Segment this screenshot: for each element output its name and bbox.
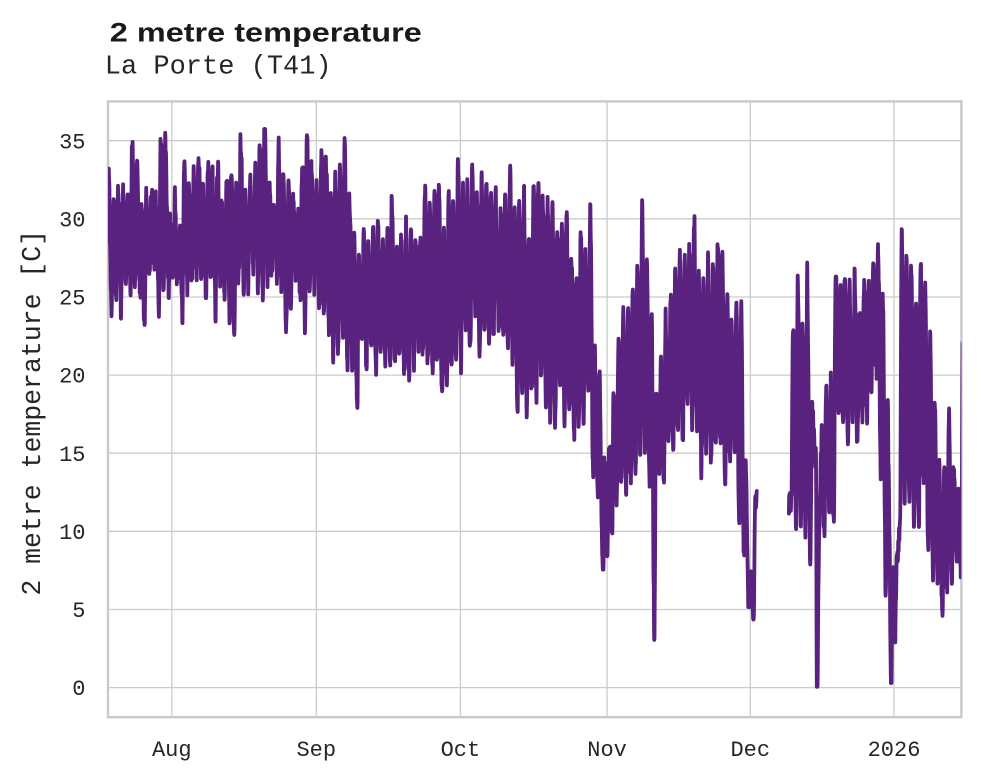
svg-text:5: 5 — [72, 599, 85, 624]
svg-text:25: 25 — [59, 287, 85, 312]
svg-text:10: 10 — [59, 521, 85, 546]
svg-text:Oct: Oct — [441, 738, 481, 763]
svg-text:Dec: Dec — [730, 738, 770, 763]
svg-text:2 metre temperature: 2 metre temperature — [110, 18, 422, 48]
svg-text:Nov: Nov — [587, 738, 627, 763]
svg-text:2 metre temperature [C]: 2 metre temperature [C] — [18, 230, 48, 596]
svg-text:0: 0 — [72, 677, 85, 702]
svg-text:30: 30 — [59, 208, 85, 233]
svg-text:20: 20 — [59, 365, 85, 390]
svg-text:2026: 2026 — [868, 738, 921, 763]
svg-text:Sep: Sep — [296, 738, 336, 763]
svg-text:15: 15 — [59, 443, 85, 468]
svg-text:La Porte (T41): La Porte (T41) — [105, 53, 332, 83]
svg-text:Aug: Aug — [152, 738, 192, 763]
svg-text:35: 35 — [59, 130, 85, 155]
